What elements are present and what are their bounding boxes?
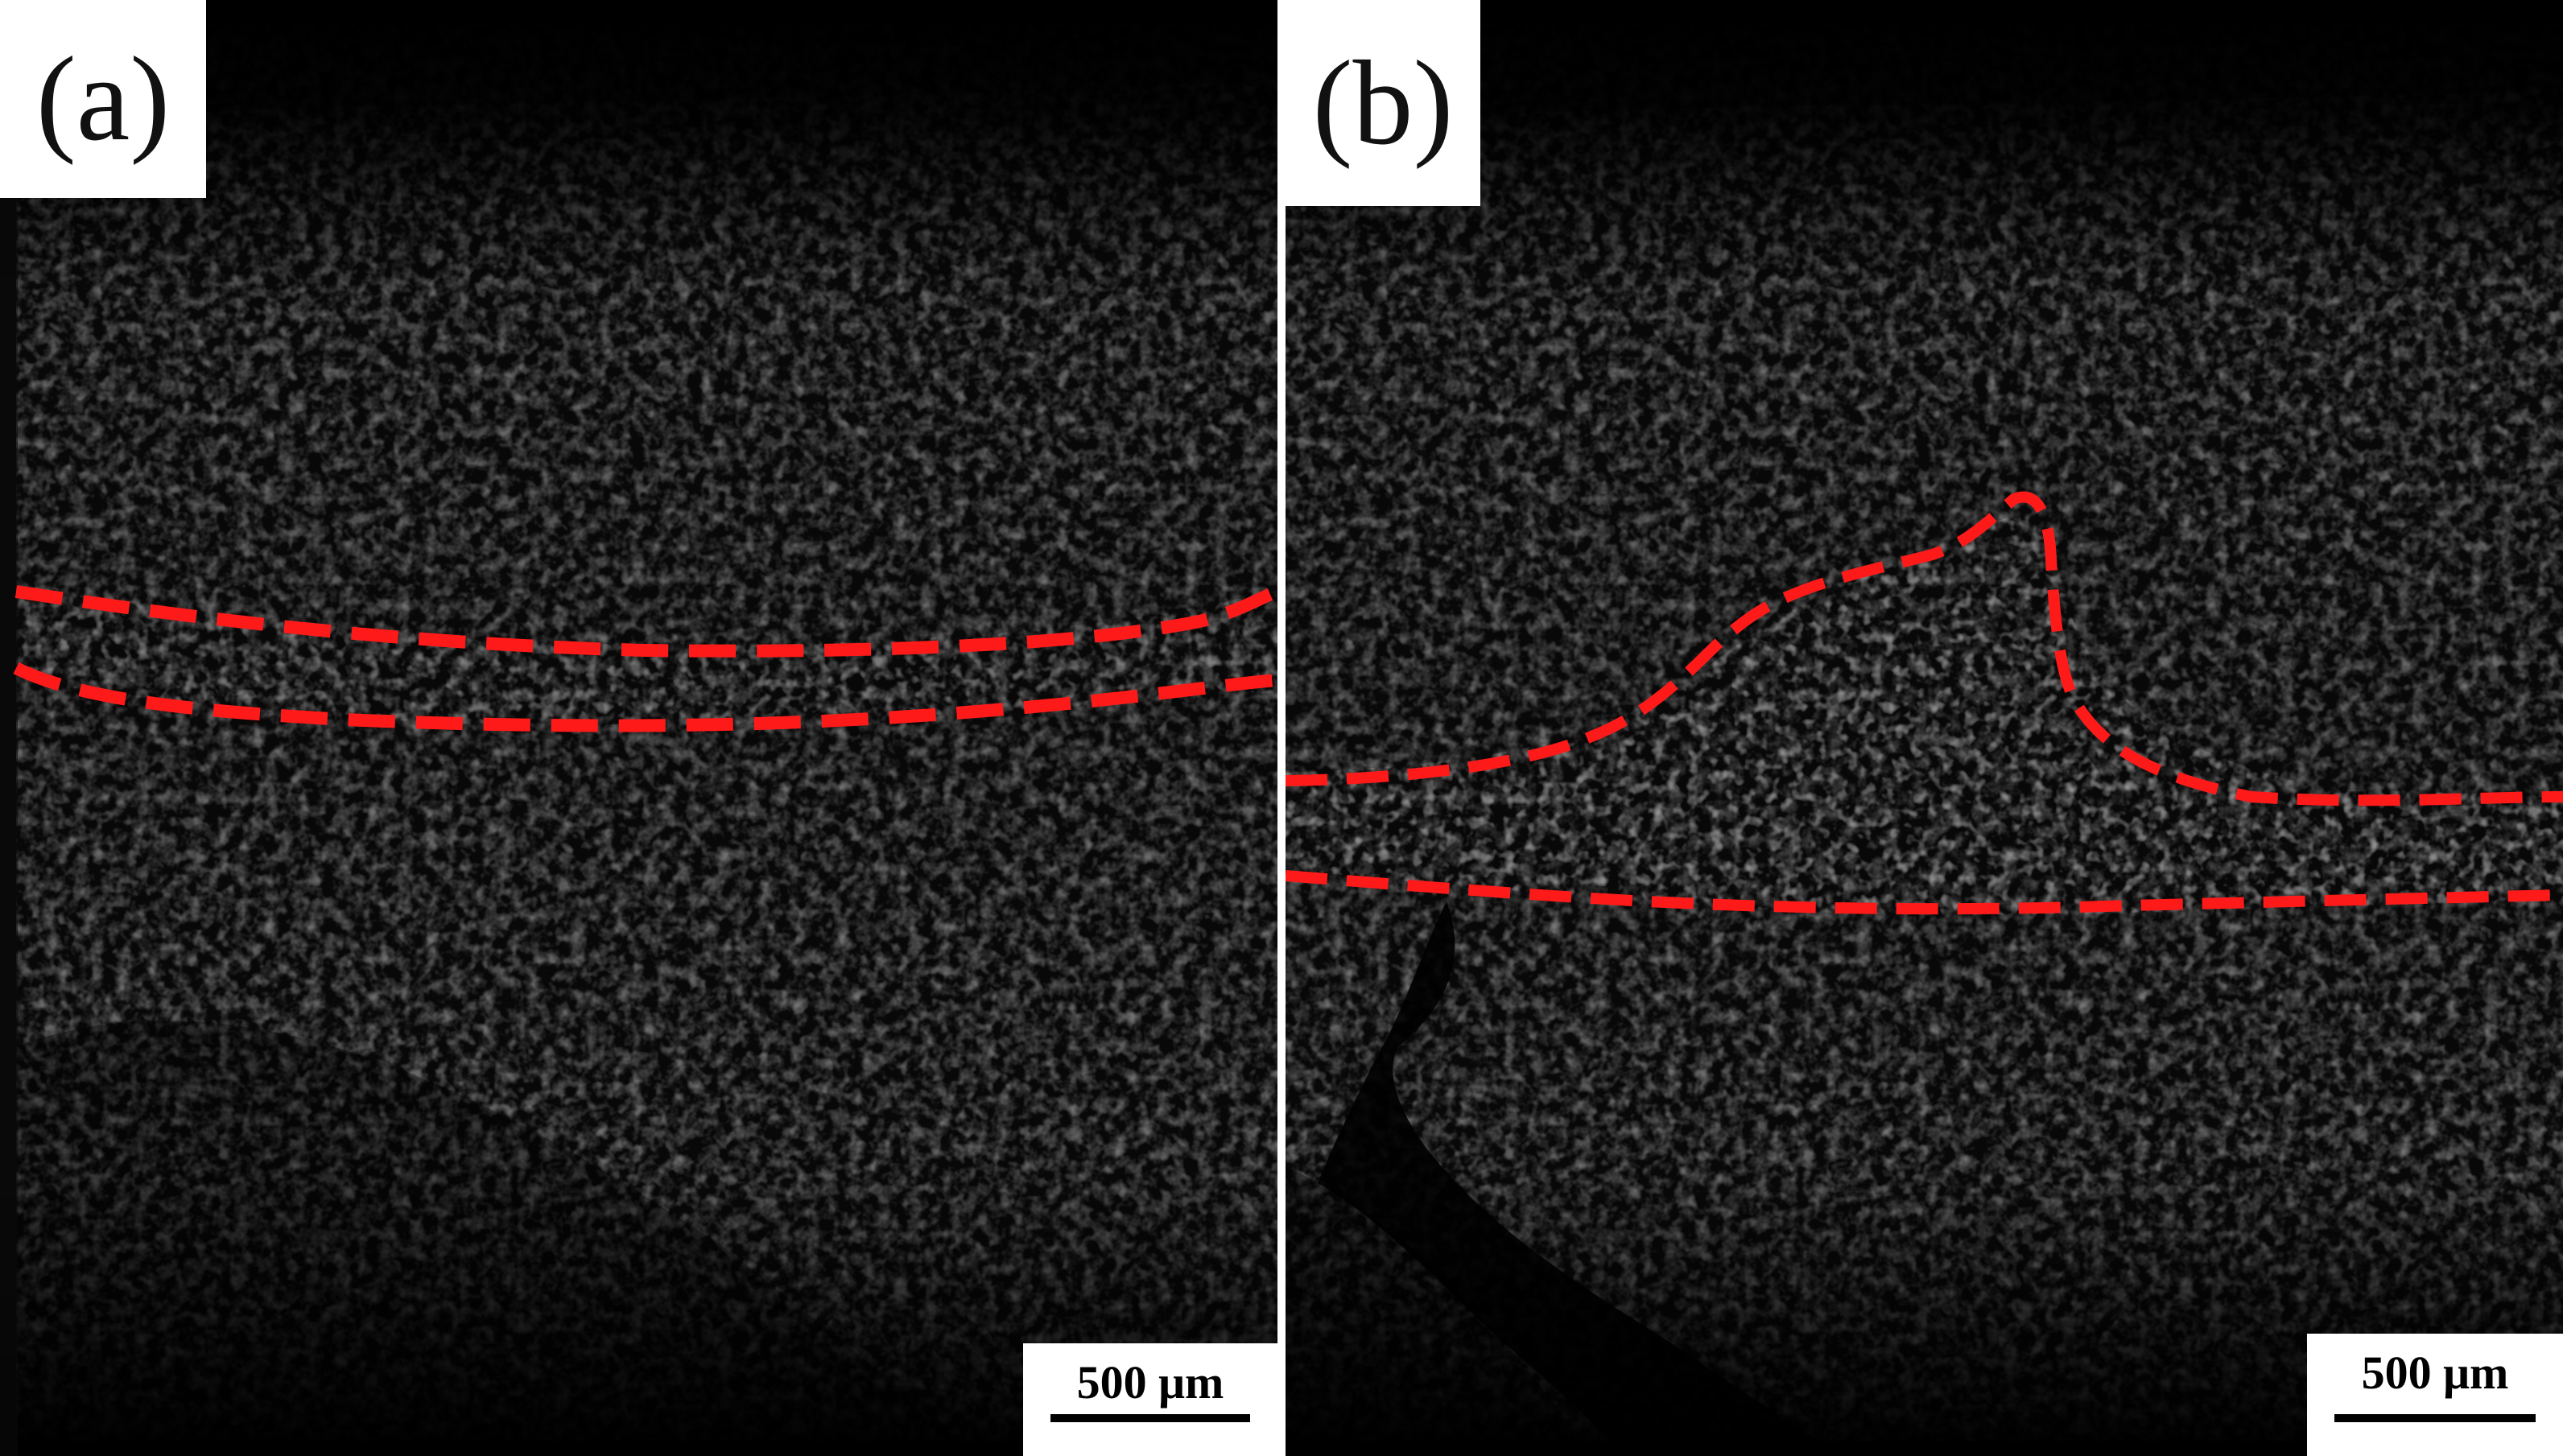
boundary-line-lower-a [13, 662, 1277, 732]
scale-bar-a-label: 500 μm [1076, 1356, 1224, 1409]
panel-label-a-text: (a) [35, 32, 171, 166]
micrograph-image-b [1286, 0, 2563, 1456]
panel-label-a: (a) [0, 0, 206, 198]
micrograph-panel-a: (a) 500 μm [0, 0, 1277, 1456]
boundary-line-upper-b [1286, 491, 2563, 806]
scale-bar-b-line [2334, 1414, 2536, 1422]
scale-bar-a: 500 μm [1023, 1343, 1277, 1456]
micrograph-panel-b: (b) 500 μm [1286, 0, 2563, 1456]
micrograph-image-a [0, 0, 1277, 1456]
boundary-line-lower-b [1286, 870, 2563, 915]
scale-bar-b-label: 500 μm [2361, 1347, 2509, 1399]
panel-label-b: (b) [1286, 0, 1480, 206]
panel-label-b-text: (b) [1312, 36, 1454, 170]
scale-bar-a-line [1050, 1414, 1250, 1422]
scale-bar-b: 500 μm [2307, 1334, 2563, 1456]
boundary-line-upper-a [14, 585, 1277, 658]
